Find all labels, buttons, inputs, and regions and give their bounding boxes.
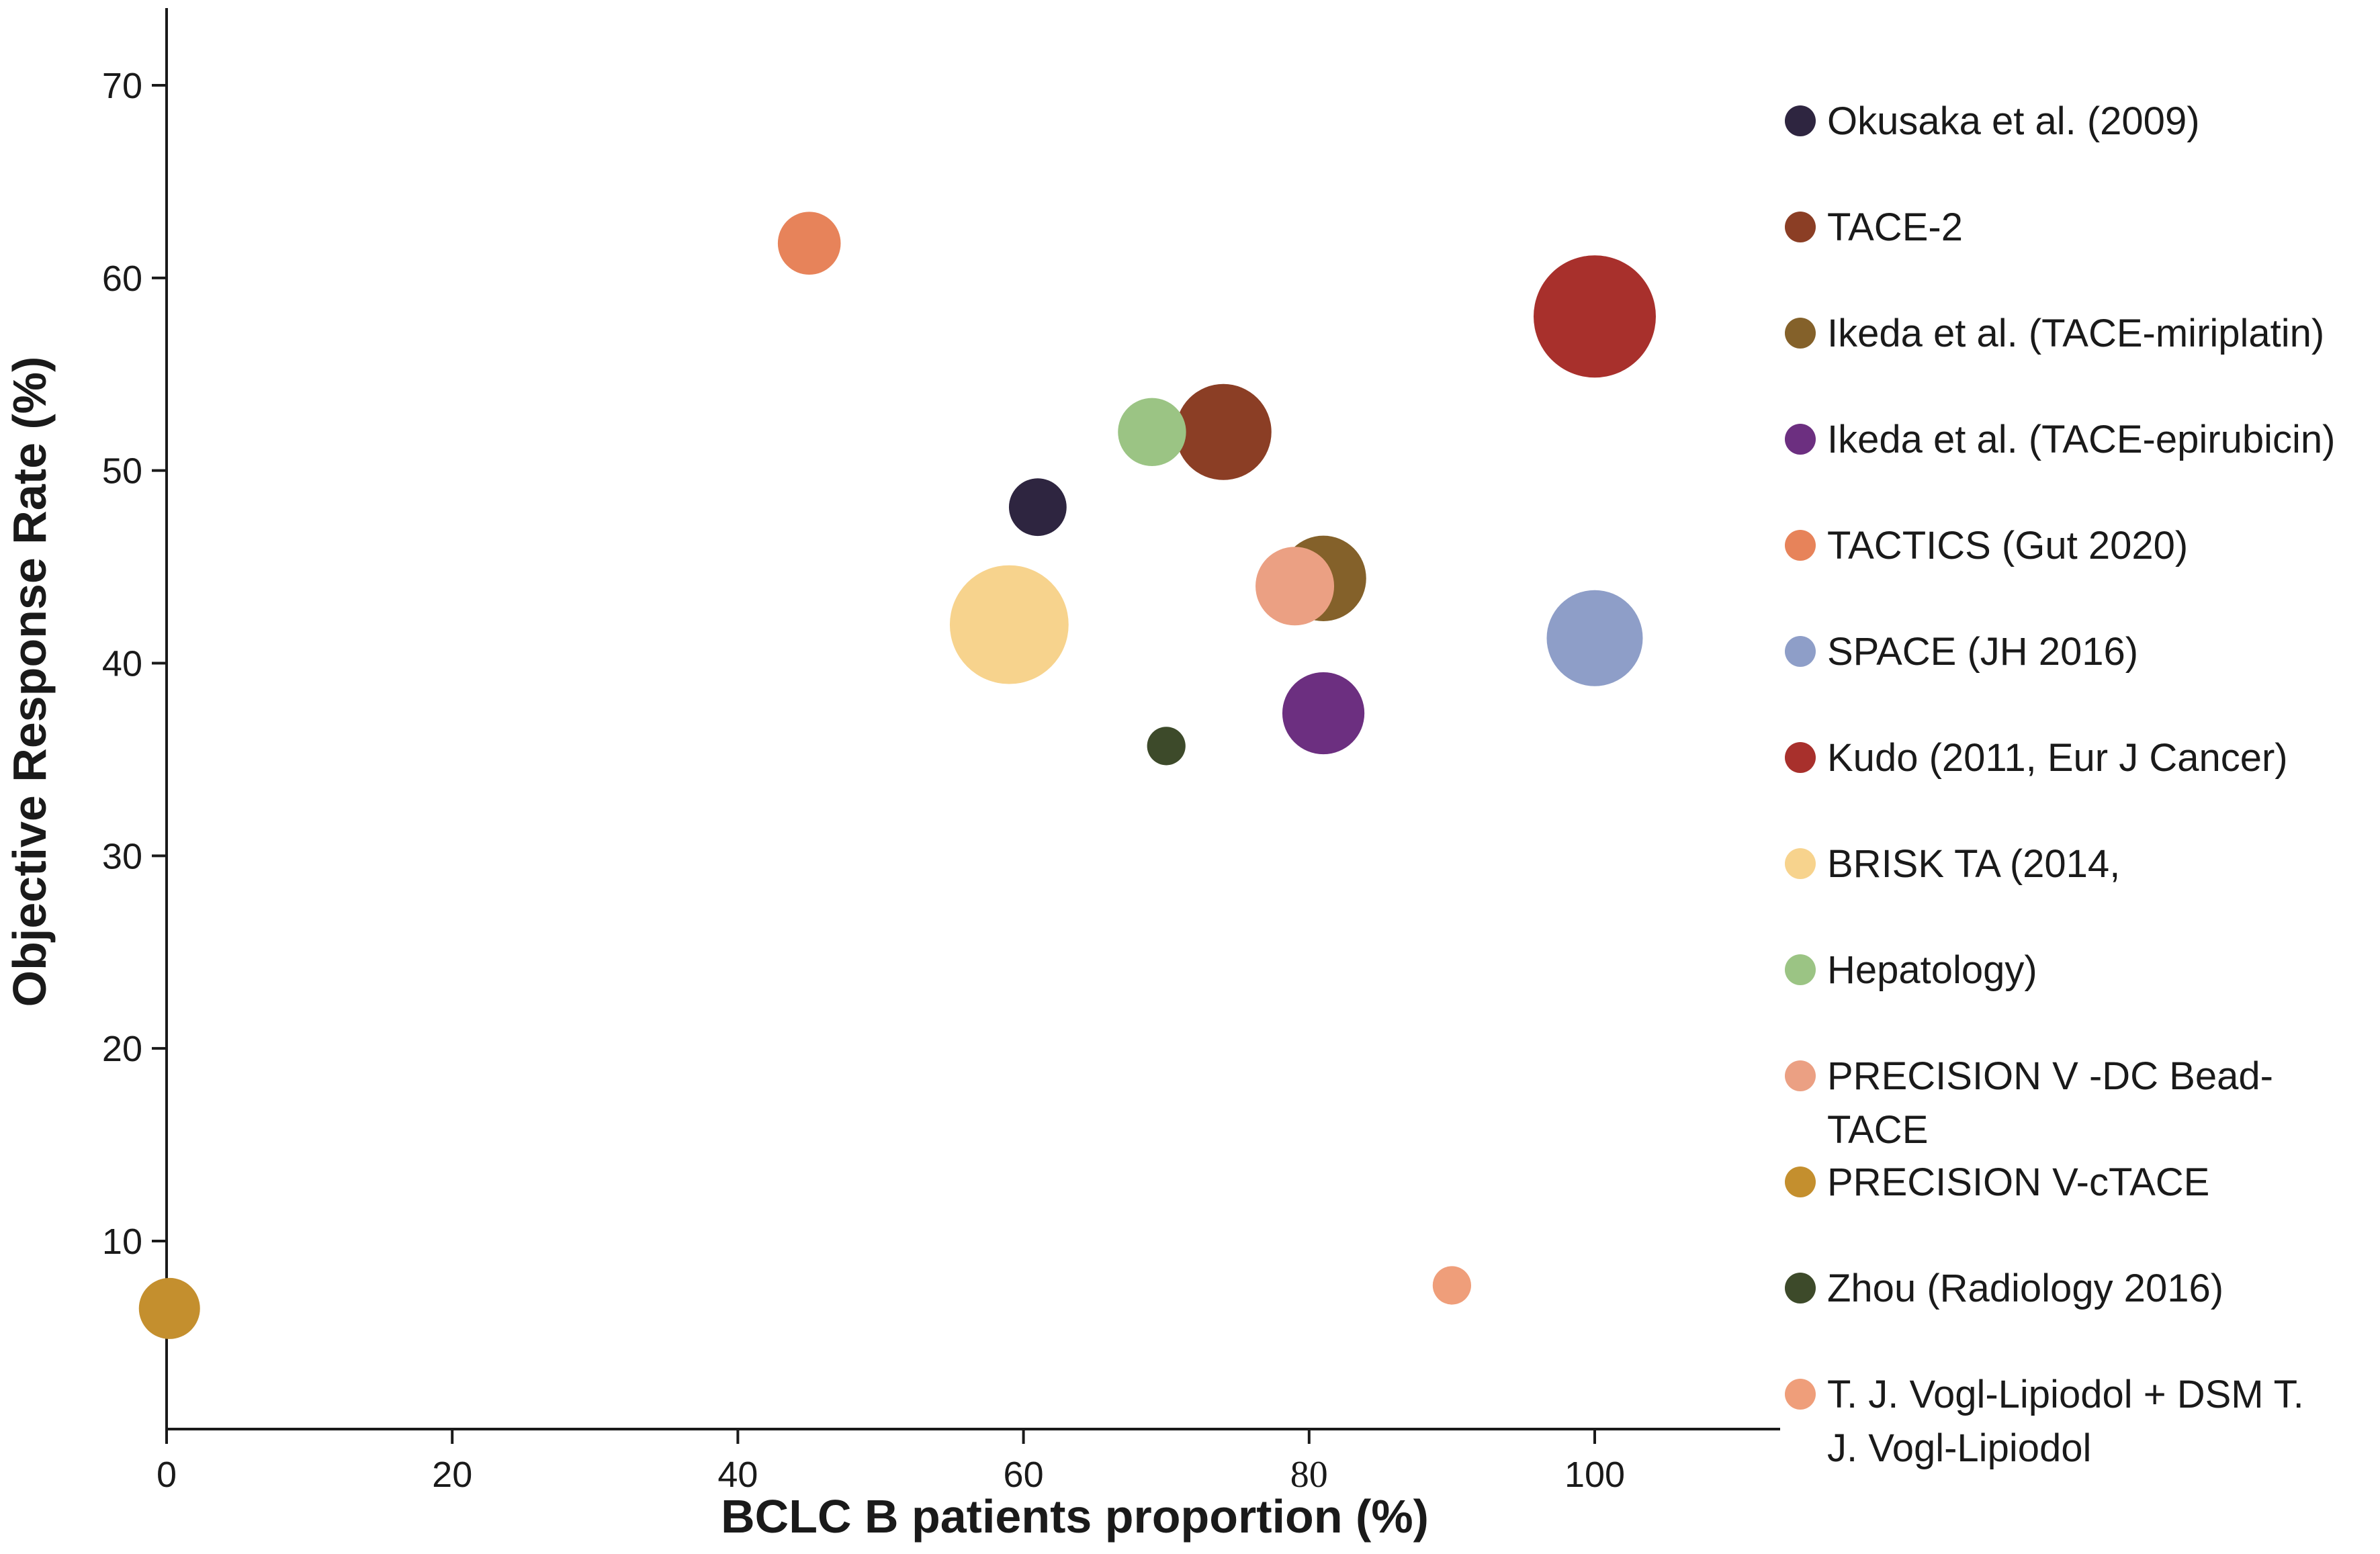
bubble-9 [1118, 398, 1186, 466]
y-tick-label: 40 [102, 644, 142, 684]
legend-marker [1785, 1273, 1816, 1304]
legend-marker [1785, 212, 1816, 242]
bubble-6 [1546, 590, 1643, 686]
legend-marker [1785, 636, 1816, 667]
legend-marker [1785, 1379, 1816, 1410]
legend-marker [1785, 318, 1816, 349]
bubble-11 [138, 1277, 200, 1339]
legend-label: Ikeda et al. (TACE-miriplatin) [1827, 312, 2324, 355]
x-tick-label: 100 [1564, 1455, 1625, 1495]
y-tick-label: 20 [102, 1029, 142, 1069]
legend-label: Kudo (2011, Eur J Cancer) [1827, 736, 2288, 780]
x-axis-ticks: 0 20 40 60 80 100 [157, 1429, 1625, 1496]
legend-label: TACE-2 [1827, 205, 1963, 249]
legend-marker [1785, 424, 1816, 455]
y-tick-label: 30 [102, 836, 142, 876]
x-axis-title: BCLC B patients proportion (%) [721, 1490, 1429, 1543]
y-tick-label: 10 [102, 1222, 142, 1262]
legend-label: Okusaka et al. (2009) [1827, 99, 2200, 143]
legend-marker [1785, 1167, 1816, 1197]
bubble-7 [1534, 255, 1656, 378]
bubble-1 [1008, 478, 1067, 537]
x-tick-label: 40 [717, 1455, 758, 1495]
y-tick-label: 50 [102, 451, 142, 492]
legend-label: Zhou (Radiology 2016) [1827, 1267, 2223, 1310]
legend-label: SPACE (JH 2016) [1827, 630, 2138, 674]
legend-label: PRECISION V-cTACE [1827, 1160, 2209, 1204]
bubble-5 [777, 212, 841, 275]
x-tick-label: 0 [157, 1455, 177, 1495]
bubble-2 [1175, 383, 1272, 480]
x-tick-label: 80 [1290, 1454, 1328, 1496]
legend-label: Hepatology) [1827, 948, 2037, 992]
legend-marker [1785, 530, 1816, 561]
bubble-4 [1282, 672, 1365, 755]
legend-marker [1785, 105, 1816, 136]
legend-marker [1785, 954, 1816, 985]
legend-label: BRISK TA (2014, [1827, 842, 2120, 886]
bubble-12 [1147, 727, 1186, 766]
x-tick-label: 20 [432, 1455, 472, 1495]
legend-label: Ikeda et al. (TACE-epirubicin) [1827, 418, 2335, 461]
y-tick-label: 60 [102, 259, 142, 299]
legend: Okusaka et al. (2009) TACE-2 Ikeda et al. … [1785, 99, 2335, 1470]
legend-label: TACTICS (Gut 2020) [1827, 524, 2188, 567]
legend-label: T. J. Vogl-Lipiodol + DSM T. J. Vogl-Lipi… [1827, 1373, 2304, 1470]
y-tick-label: 70 [102, 66, 142, 106]
legend-marker [1785, 742, 1816, 773]
bubble-layer [138, 212, 1656, 1339]
x-tick-label: 60 [1004, 1455, 1044, 1495]
legend-marker [1785, 848, 1816, 879]
bubble-8 [949, 565, 1069, 684]
y-axis-ticks: 10 20 30 40 50 60 70 [102, 66, 167, 1262]
bubble-10 [1255, 547, 1335, 626]
bubble-13 [1432, 1266, 1471, 1305]
legend-marker [1785, 1060, 1816, 1091]
y-axis-title: Objective Response Rate (%) [3, 357, 56, 1007]
legend-label: PRECISION V -DC Bead-TACE [1827, 1054, 2273, 1152]
